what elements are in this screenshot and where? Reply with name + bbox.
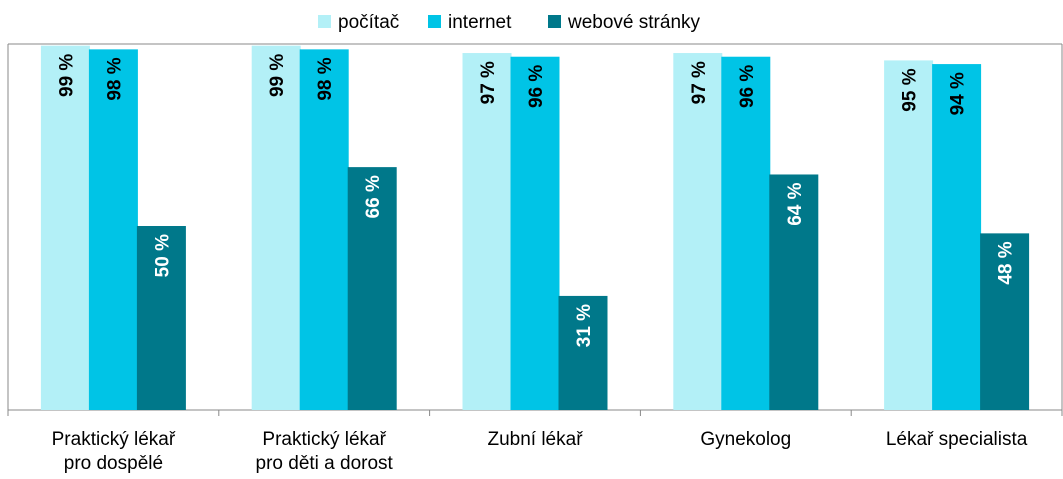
value-label: 99 % <box>56 54 77 97</box>
bar <box>558 295 608 410</box>
legend-swatch <box>548 15 561 28</box>
bar <box>673 53 723 410</box>
x-tick-label: Zubní lékař <box>487 429 583 450</box>
value-label: 50 % <box>152 234 173 277</box>
legend-label: webové stránky <box>567 12 701 33</box>
bar <box>88 49 138 411</box>
value-label: 48 % <box>996 241 1017 284</box>
legend-swatch <box>318 15 331 28</box>
value-label: 31 % <box>574 304 595 347</box>
bar <box>299 49 349 411</box>
bar <box>136 226 186 410</box>
value-label: 98 % <box>315 57 336 100</box>
value-label: 66 % <box>363 175 384 218</box>
x-tick-label: Praktický lékař pro děti a dorost <box>255 429 393 474</box>
bar <box>980 233 1030 410</box>
value-label: 95 % <box>900 68 921 111</box>
bar <box>721 56 771 410</box>
legend-label: internet <box>448 12 512 33</box>
bar <box>510 56 560 410</box>
bar <box>932 64 982 410</box>
value-label: 94 % <box>948 72 969 115</box>
legend-swatch <box>428 15 441 28</box>
bar <box>769 174 819 410</box>
bar <box>347 167 397 410</box>
value-label: 96 % <box>737 65 758 108</box>
x-tick-label: Praktický lékař pro dospělé <box>51 429 176 474</box>
x-tick-label: Lékař specialista <box>885 429 1028 450</box>
value-label: 99 % <box>267 54 288 97</box>
bar <box>40 45 90 411</box>
value-label: 97 % <box>689 61 710 104</box>
x-tick-label: Gynekolog <box>700 429 792 450</box>
bar <box>884 60 934 411</box>
value-label: 98 % <box>104 57 125 100</box>
bar <box>251 45 301 411</box>
value-label: 96 % <box>526 65 547 108</box>
value-label: 64 % <box>785 182 806 225</box>
bar <box>462 53 512 410</box>
legend-label: počítač <box>338 12 399 33</box>
value-label: 97 % <box>478 61 499 104</box>
